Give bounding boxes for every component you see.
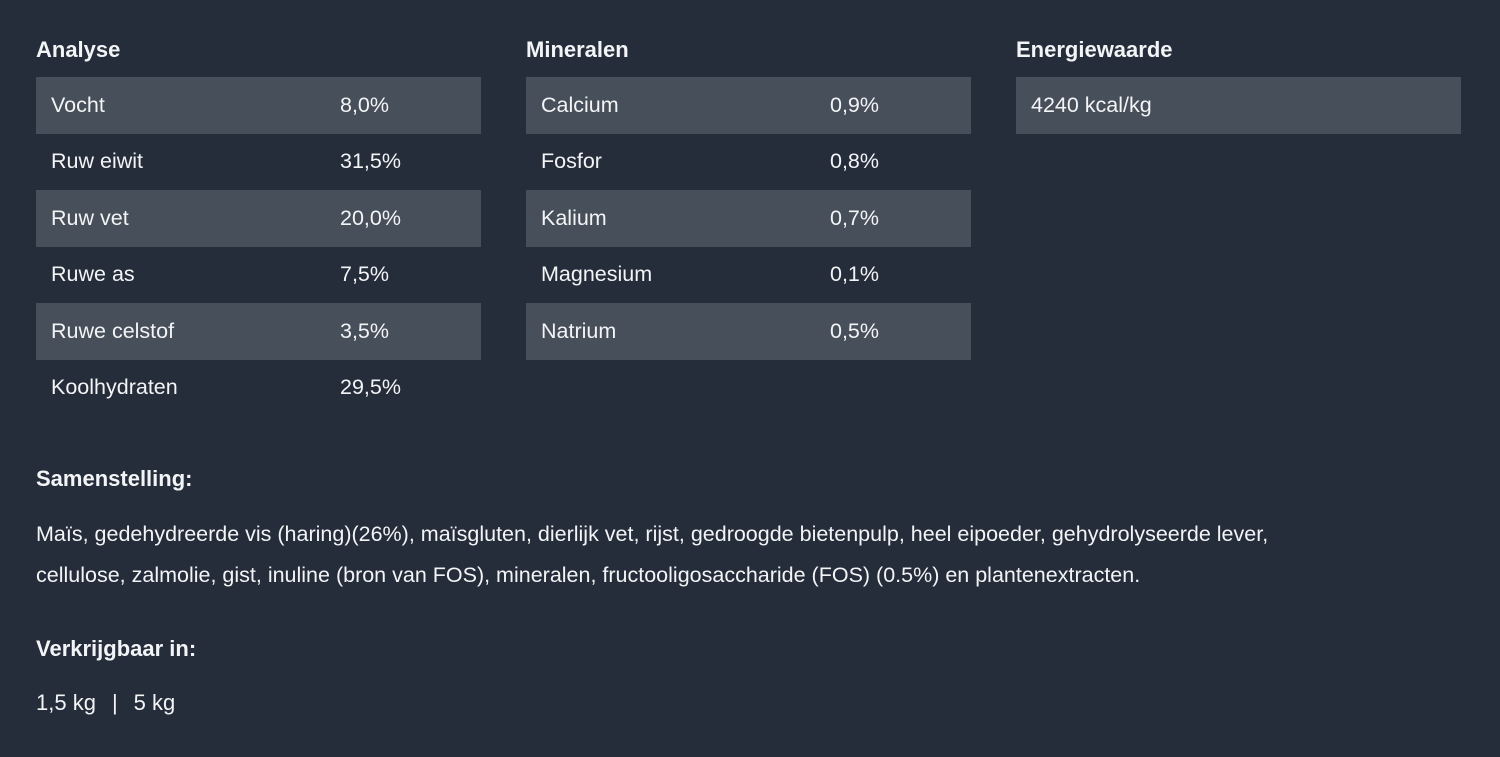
composition-line: Maïs, gedehydreerde vis (haring)(26%), m… [36, 522, 1269, 546]
verkrijgbaar-title: Verkrijgbaar in: [36, 636, 197, 661]
row-label: Fosfor [541, 149, 602, 174]
row-value: 7,5% [340, 262, 390, 287]
row-label: Calcium [541, 92, 619, 117]
verkrijgbaar-section: Verkrijgbaar in: 1,5 kg | 5 kg [36, 636, 196, 716]
size-option: 1,5 kg [36, 690, 96, 715]
row-value: 31,5% [340, 149, 401, 174]
energy-value: 4240 kcal/kg [1031, 92, 1152, 117]
mineralen-table: Mineralen Calcium 0,9% Fosfor 0,8% Kalium 0,7… [526, 36, 971, 360]
row-label: Vocht [51, 92, 105, 117]
energiewaarde-title: Energiewaarde [1016, 37, 1173, 62]
samenstelling-title: Samenstelling: [36, 466, 193, 491]
row-value: 20,0% [340, 205, 401, 230]
table-row: Ruw vet 20,0% [36, 190, 481, 247]
table-row: Koolhydraten 29,5% [36, 360, 481, 417]
row-value: 0,5% [830, 318, 880, 343]
row-label: Ruwe celstof [51, 318, 175, 343]
table-row: Vocht 8,0% [36, 77, 481, 134]
table-row: Magnesium 0,1% [526, 247, 971, 304]
row-value: 0,1% [830, 262, 880, 287]
row-label: Ruw vet [51, 205, 129, 230]
row-value: 8,0% [340, 92, 390, 117]
samenstelling-section: Samenstelling: Maïs, gedehydreerde vis (… [36, 466, 1268, 596]
separator: | [111, 690, 118, 715]
row-label: Koolhydraten [51, 375, 178, 400]
analyse-title: Analyse [36, 37, 121, 62]
table-row: Calcium 0,9% [526, 77, 971, 134]
row-value: 0,8% [830, 149, 880, 174]
row-value: 0,9% [830, 92, 880, 117]
table-row: 4240 kcal/kg [1016, 77, 1461, 134]
table-row: Natrium 0,5% [526, 303, 971, 360]
row-value: 29,5% [340, 375, 401, 400]
mineralen-title: Mineralen [526, 37, 629, 62]
row-label: Ruw eiwit [51, 149, 143, 174]
table-row: Fosfor 0,8% [526, 134, 971, 191]
row-value: 0,7% [830, 205, 880, 230]
analyse-table: Analyse Vocht 8,0% Ruw eiwit 31,5% Ruw vet 20… [36, 36, 481, 416]
row-label: Natrium [541, 318, 617, 343]
table-row: Ruwe as 7,5% [36, 247, 481, 304]
table-row: Ruw eiwit 31,5% [36, 134, 481, 191]
row-label: Ruwe as [51, 262, 135, 287]
size-option: 5 kg [133, 690, 176, 715]
row-value: 3,5% [340, 318, 390, 343]
energiewaarde-table: Energiewaarde 4240 kcal/kg [1016, 36, 1461, 134]
table-row: Kalium 0,7% [526, 190, 971, 247]
composition-line: cellulose, zalmolie, gist, inuline (bron… [36, 563, 1141, 587]
row-label: Magnesium [541, 262, 653, 287]
table-row: Ruwe celstof 3,5% [36, 303, 481, 360]
row-label: Kalium [541, 205, 607, 230]
